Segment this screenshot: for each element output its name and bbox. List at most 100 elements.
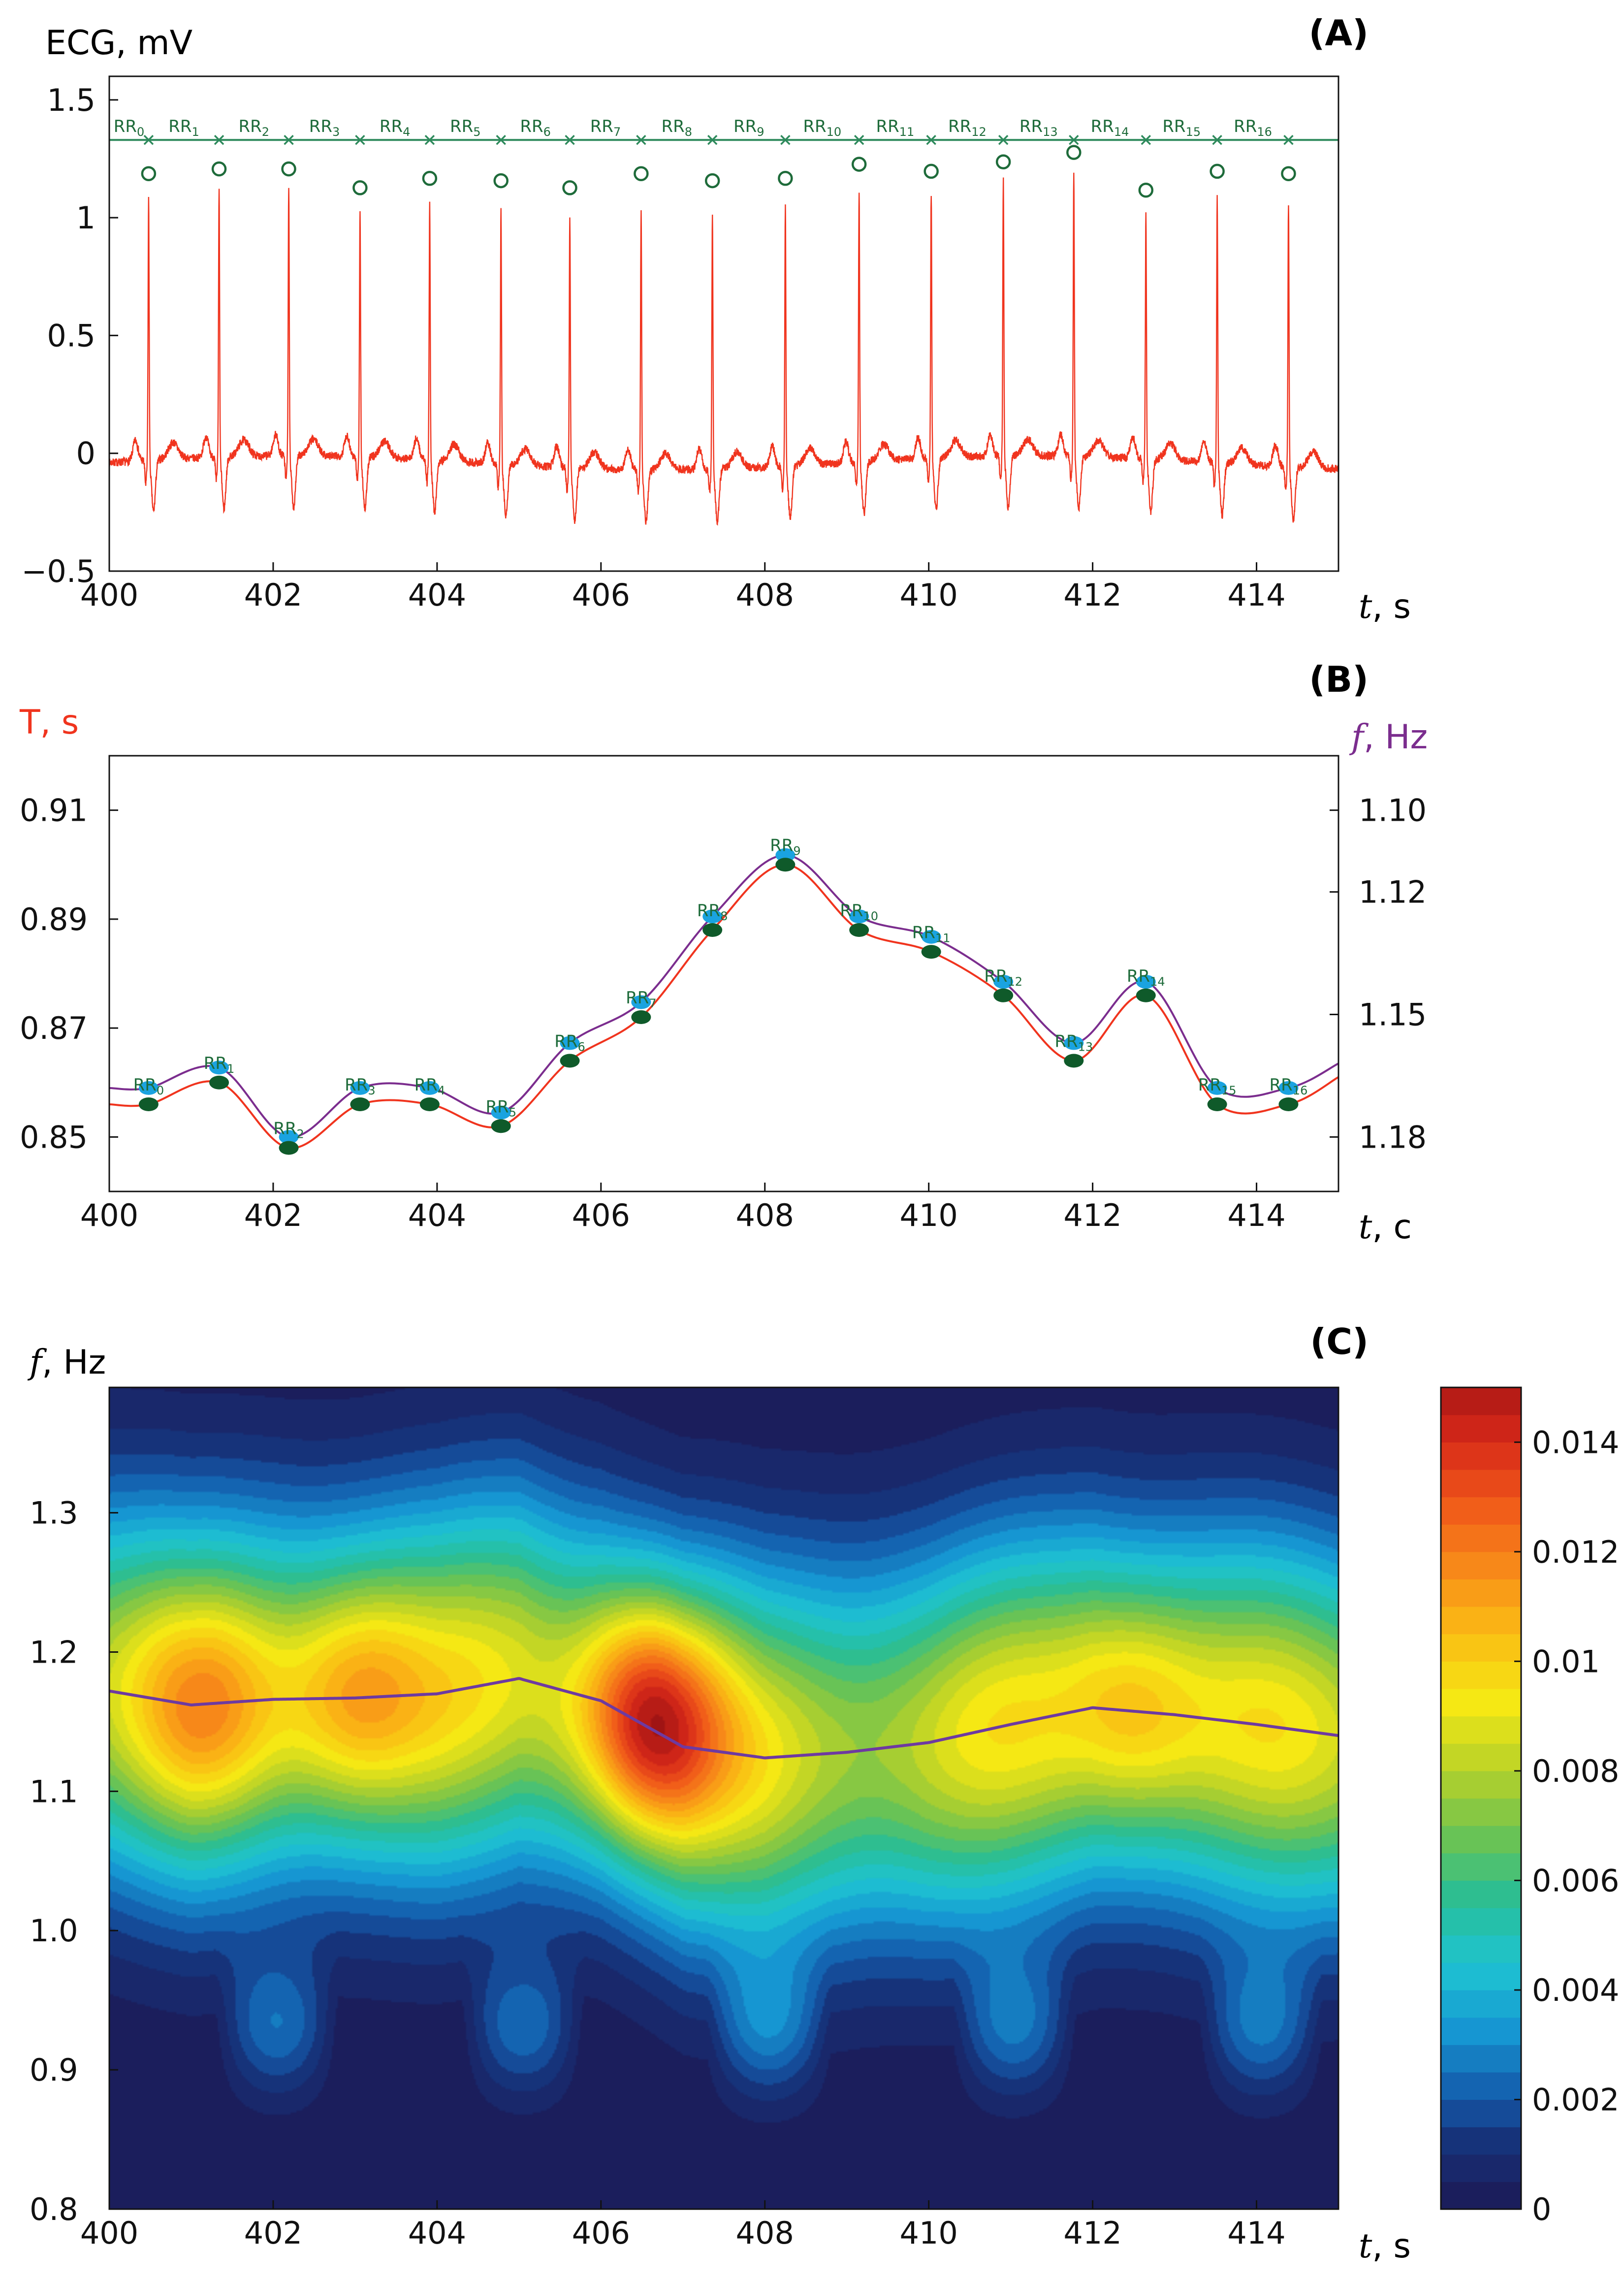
y-tick-label: 1 bbox=[76, 200, 96, 236]
period-point-label: RR15 bbox=[1198, 1075, 1237, 1097]
r-peak-circle bbox=[923, 163, 939, 179]
x-tick-label: 402 bbox=[244, 1197, 302, 1233]
rr-interval-label: RR7 bbox=[590, 117, 621, 139]
x-tick-label: 404 bbox=[408, 2215, 466, 2251]
freq-point bbox=[1278, 1081, 1299, 1095]
ridge-curve bbox=[109, 1677, 1338, 1760]
colorbar-level bbox=[1441, 1551, 1521, 1580]
panel-a-xlabel-var: t bbox=[1359, 587, 1372, 626]
x-tick-label: 406 bbox=[572, 2215, 630, 2251]
colorbar bbox=[1441, 1387, 1521, 2210]
rr-interval-label: RR5 bbox=[450, 117, 481, 139]
rr-cross-marker bbox=[1141, 134, 1151, 145]
freq-point bbox=[921, 930, 941, 944]
colorbar-level bbox=[1441, 2127, 1521, 2155]
period-point bbox=[631, 1010, 651, 1024]
period-curve bbox=[109, 864, 1338, 1149]
colorbar-level bbox=[1441, 1716, 1521, 1744]
panel-a-frame bbox=[108, 75, 1339, 572]
panel-c-heatmap bbox=[109, 1387, 1338, 2209]
panel-a: (A) ECG, mV RR0 RR1 RR2 RR3 RR4 RR5 RR6 RR7 RR8 R… bbox=[21, 12, 1411, 626]
panel-b-xlabel-unit: , c bbox=[1372, 1208, 1412, 1247]
x-tick-label: 410 bbox=[899, 1197, 957, 1233]
colorbar-level bbox=[1441, 2182, 1521, 2210]
freq-point bbox=[350, 1081, 370, 1095]
x-tick-label: 410 bbox=[899, 577, 957, 613]
panel-c-heatmap-holder bbox=[109, 1387, 1338, 2209]
r-peak-circle bbox=[778, 171, 793, 186]
y-tick-label-left: 0.91 bbox=[20, 793, 88, 829]
x-tick-label: 402 bbox=[244, 577, 302, 613]
rr-interval-label: RR13 bbox=[1019, 117, 1058, 139]
colorbar-level bbox=[1441, 1990, 1521, 2018]
panel-c-ylabel-unit: , Hz bbox=[42, 1343, 106, 1382]
colorbar-tick-label: 0.002 bbox=[1532, 2082, 1620, 2118]
panel-b-xlabel: t, c bbox=[1359, 1208, 1412, 1247]
y-tick-label: 1.3 bbox=[30, 1495, 78, 1531]
panel-a-plot-area: RR0 RR1 RR2 RR3 RR4 RR5 RR6 RR7 RR8 RR9 RR10 RR11 RR… bbox=[109, 117, 1338, 526]
panel-c-frame bbox=[108, 1386, 1339, 2210]
y-tick-label: 1.2 bbox=[30, 1634, 78, 1670]
panel-b-frame bbox=[108, 755, 1339, 1192]
panel-b-plot-area: RR0 RR1 RR2 RR3 RR4 RR5 RR6 RR7 RR8 RR9 RR10 RR11 RR… bbox=[109, 835, 1338, 1155]
rr-interval-label: RR3 bbox=[309, 117, 340, 139]
panel-b-ylabel-left: T, s bbox=[19, 703, 79, 742]
x-tick-label: 400 bbox=[80, 1197, 138, 1233]
panel-a-ylabel: ECG, mV bbox=[45, 24, 192, 63]
period-point-label: RR5 bbox=[485, 1097, 516, 1119]
period-point-label: RR1 bbox=[204, 1054, 235, 1076]
y-tick-label: 1.0 bbox=[30, 1913, 78, 1949]
period-point-label: RR2 bbox=[273, 1119, 304, 1141]
colorbar-level bbox=[1441, 1770, 1521, 1799]
x-tick-label: 400 bbox=[80, 2215, 138, 2251]
rr-cross-marker bbox=[926, 134, 936, 145]
rr-interval-label: RR4 bbox=[380, 117, 411, 139]
colorbar-tick-label: 0.008 bbox=[1532, 1753, 1620, 1789]
rr-cross-marker bbox=[998, 134, 1009, 145]
panel-a-ticks: 400 402 404 406 408 410 412 414 −0.5 0 0.5 1 1.5 bbox=[21, 82, 1285, 613]
colorbar-tick-label: 0.004 bbox=[1532, 1972, 1620, 2008]
r-peak-circle bbox=[422, 171, 438, 186]
colorbar-tick-label: 0.006 bbox=[1532, 1863, 1620, 1898]
x-tick-label: 400 bbox=[80, 577, 138, 613]
x-tick-label: 410 bbox=[899, 2215, 957, 2251]
period-point bbox=[1207, 1097, 1227, 1111]
colorbar-level bbox=[1441, 1853, 1521, 1881]
period-point-label: RR8 bbox=[697, 901, 728, 923]
rr-interval-label: RR12 bbox=[948, 117, 987, 139]
colorbar-level bbox=[1441, 1798, 1521, 1826]
freq-point bbox=[775, 848, 796, 862]
colorbar-level bbox=[1441, 2017, 1521, 2045]
x-tick-label: 402 bbox=[244, 2215, 302, 2251]
colorbar-level bbox=[1441, 2045, 1521, 2073]
period-point bbox=[138, 1097, 159, 1111]
freq-point bbox=[138, 1081, 159, 1095]
colorbar-tick-label: 0.014 bbox=[1532, 1424, 1620, 1460]
panel-b-ylabel-right-unit: , Hz bbox=[1364, 718, 1428, 757]
panel-a-xlabel: t, s bbox=[1359, 587, 1411, 626]
rr-cross-marker bbox=[636, 134, 646, 145]
colorbar-level bbox=[1441, 1688, 1521, 1717]
rr-interval-label: RR1 bbox=[168, 117, 199, 139]
period-point bbox=[209, 1075, 229, 1090]
period-point bbox=[560, 1054, 580, 1068]
period-point-label: RR6 bbox=[554, 1032, 585, 1054]
period-point-label: RR11 bbox=[912, 923, 951, 945]
colorbar-tick-label: 0 bbox=[1532, 2191, 1551, 2227]
colorbar-level bbox=[1441, 1908, 1521, 1936]
r-peak-circle bbox=[352, 180, 368, 195]
rr-cross-marker bbox=[284, 134, 294, 145]
rr-interval-label: RR16 bbox=[1234, 117, 1272, 139]
rr-cross-marker bbox=[1283, 134, 1294, 145]
rr-cross-marker bbox=[780, 134, 791, 145]
colorbar-level bbox=[1441, 1524, 1521, 1552]
r-peak-circle bbox=[851, 157, 867, 172]
y-tick-label: 1.5 bbox=[47, 82, 96, 118]
x-tick-label: 404 bbox=[408, 1197, 466, 1233]
panel-a-xlabel-unit: , s bbox=[1372, 587, 1411, 626]
period-point bbox=[1278, 1097, 1299, 1111]
r-peak-circle bbox=[634, 166, 649, 181]
panel-c-xlabel-var: t bbox=[1359, 2227, 1372, 2266]
freq-point bbox=[1064, 1036, 1084, 1050]
